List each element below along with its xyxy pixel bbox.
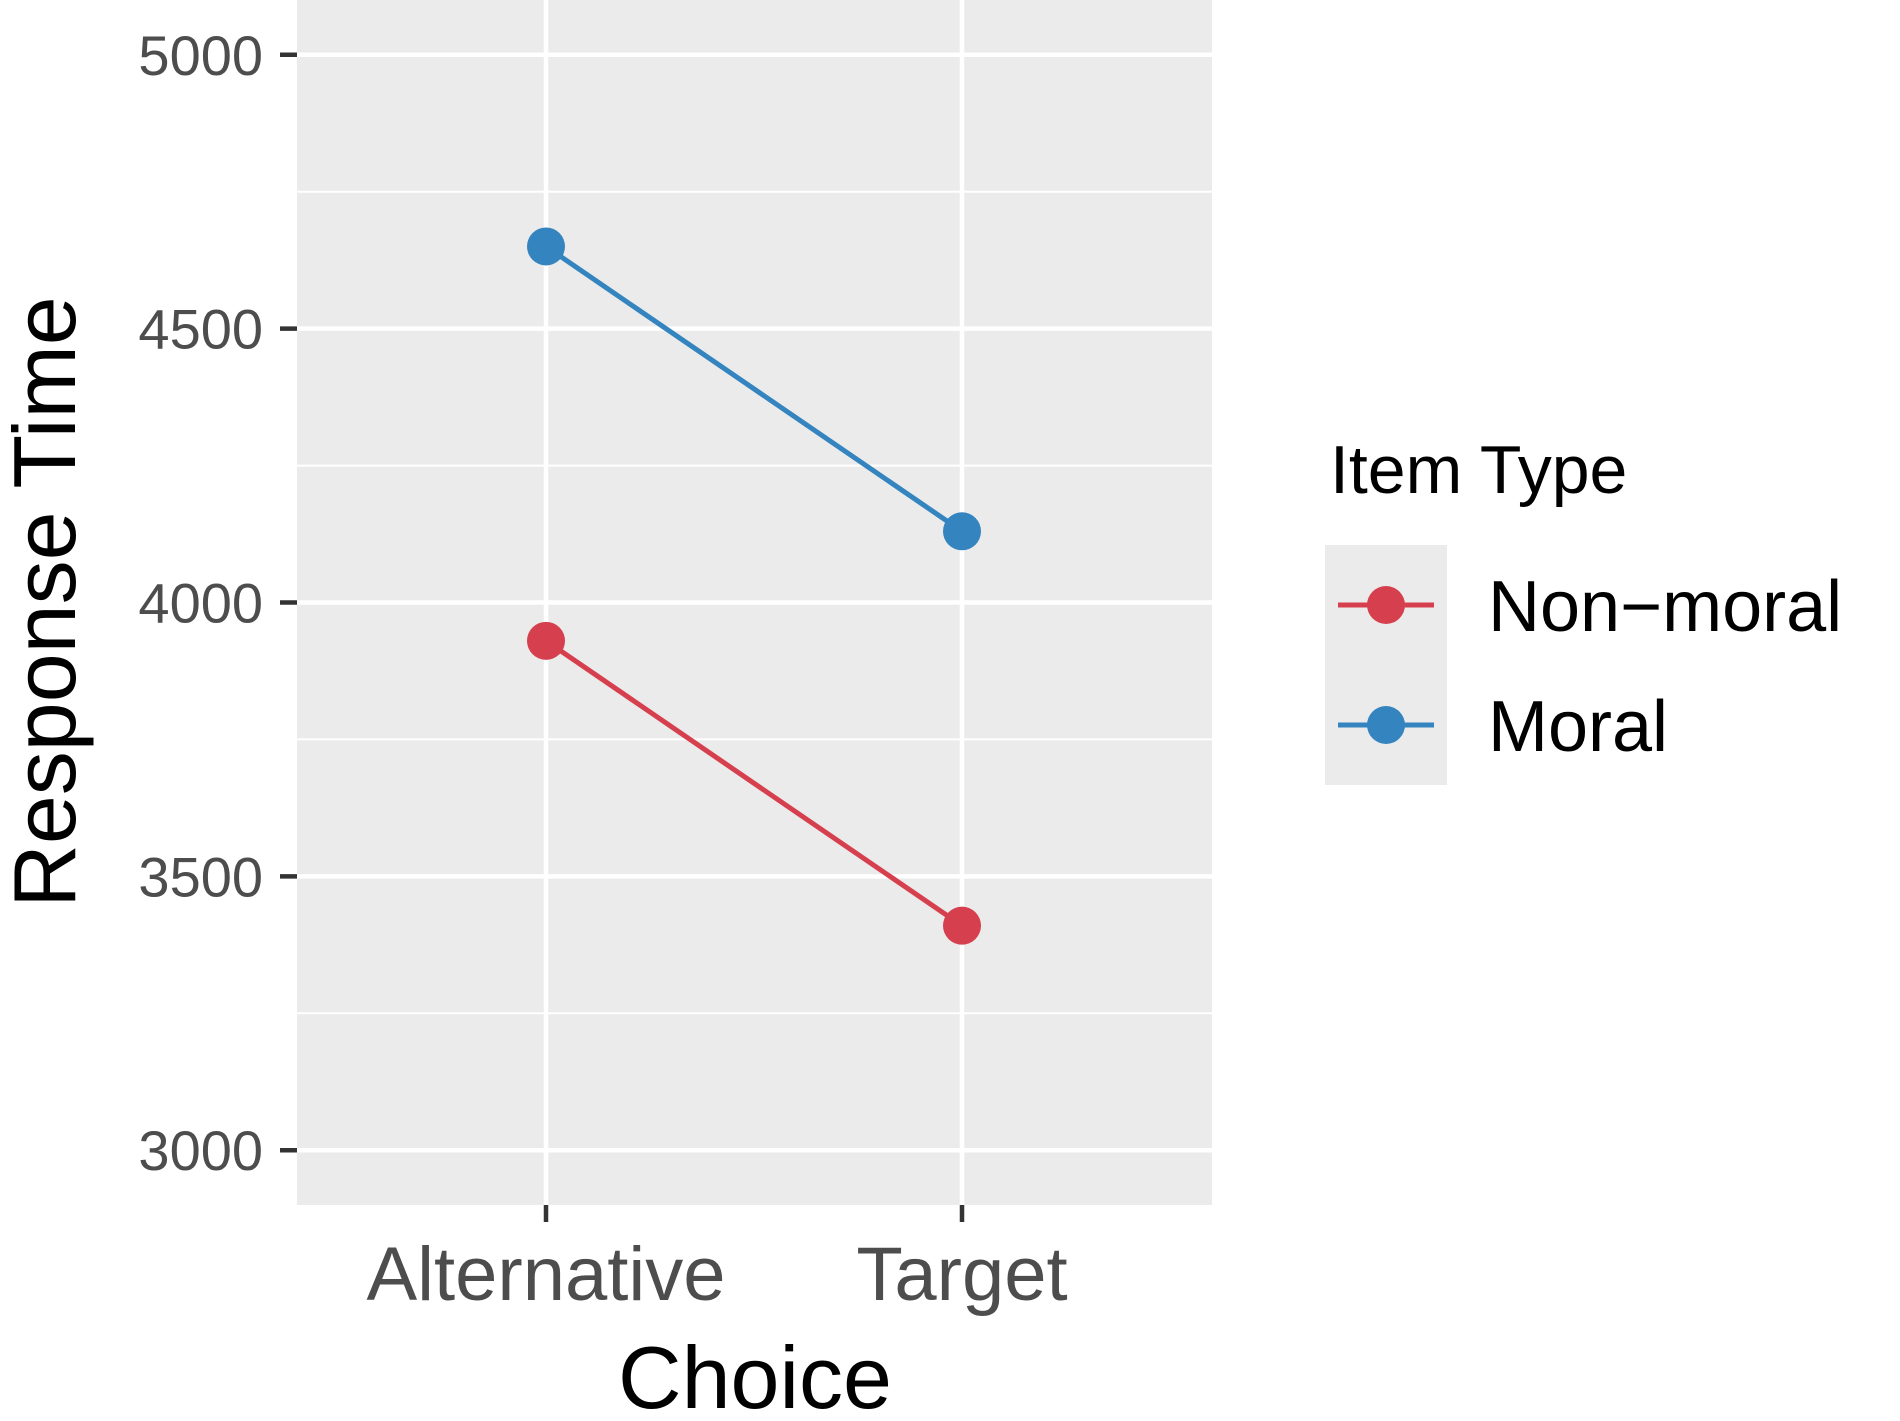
minor-gridlines bbox=[297, 190, 1212, 1015]
legend-key-background bbox=[1325, 545, 1447, 785]
data-point bbox=[943, 906, 981, 945]
major-gridlines bbox=[297, 0, 1212, 1205]
legend-title: Item Type bbox=[1330, 432, 1627, 508]
legend-items: Non−moral Moral bbox=[1338, 567, 1842, 767]
legend-label: Moral bbox=[1488, 687, 1668, 767]
legend-key-point bbox=[1367, 706, 1405, 744]
series-layer bbox=[527, 227, 981, 945]
series-line bbox=[544, 244, 964, 534]
x-axis: Alternative Target bbox=[366, 1205, 1068, 1317]
legend: Item Type Non−moral Moral bbox=[1325, 432, 1842, 785]
y-tick-label: 4000 bbox=[138, 572, 263, 635]
data-point bbox=[527, 621, 565, 660]
legend-key-point bbox=[1367, 586, 1405, 624]
data-point bbox=[527, 227, 565, 266]
y-tick-label: 3000 bbox=[138, 1119, 263, 1182]
y-tick-label: 3500 bbox=[138, 845, 263, 908]
x-tick-label: Alternative bbox=[366, 1232, 725, 1317]
y-tick-label: 4500 bbox=[138, 298, 263, 361]
x-axis-title: Choice bbox=[618, 1328, 892, 1421]
legend-label: Non−moral bbox=[1488, 567, 1842, 647]
y-tick-label: 5000 bbox=[138, 24, 263, 87]
data-point bbox=[943, 512, 981, 551]
y-axis-title: Response Time bbox=[0, 296, 94, 907]
y-axis: 3000 3500 4000 4500 5000 bbox=[138, 24, 297, 1182]
series-line bbox=[544, 638, 964, 928]
x-tick-label: Target bbox=[856, 1232, 1067, 1317]
